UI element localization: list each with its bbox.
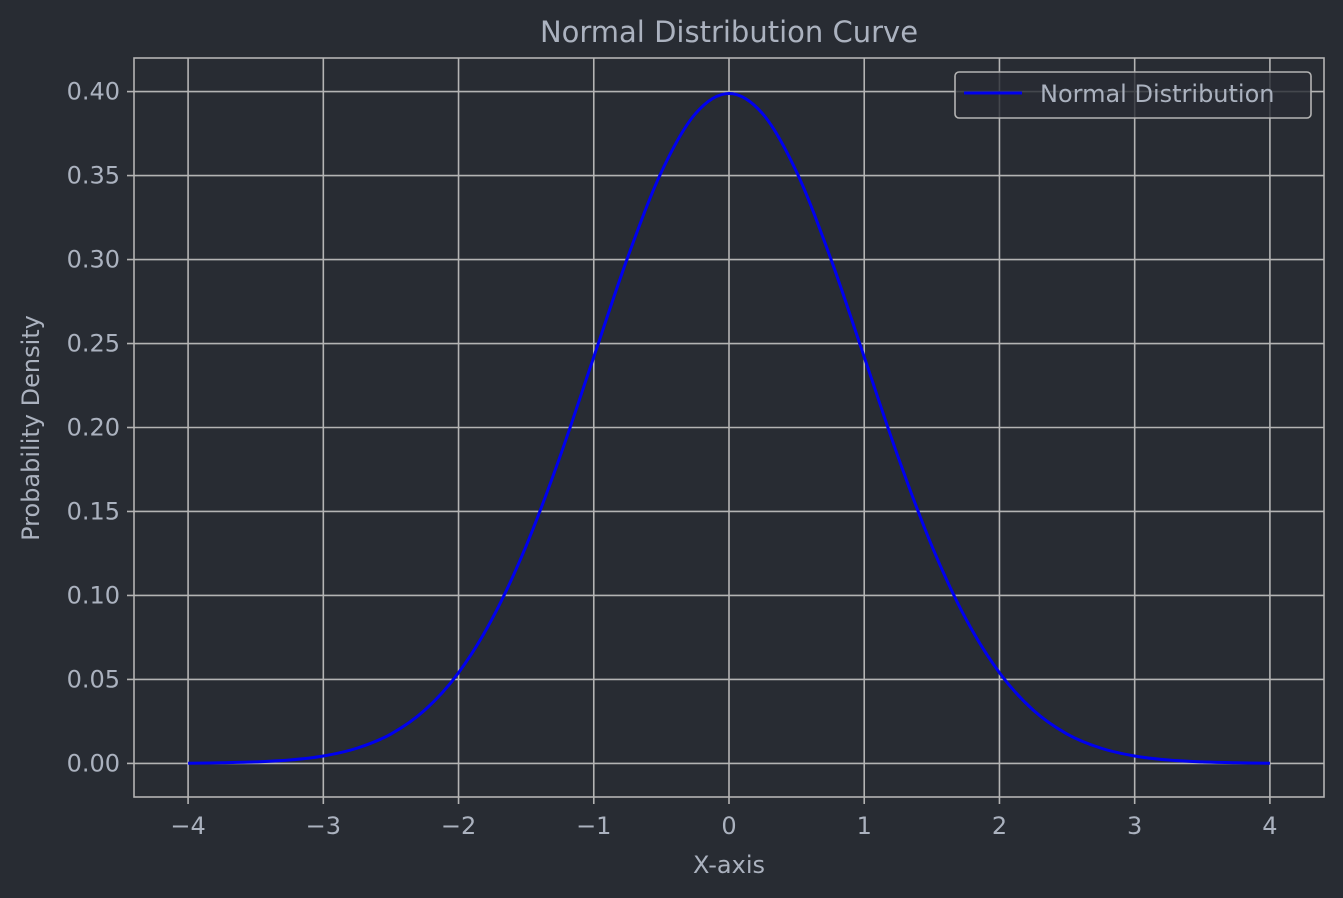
y-tick-label: 0.00 — [67, 749, 120, 777]
x-tick-label: −1 — [576, 812, 611, 840]
y-tick-label: 0.25 — [67, 330, 120, 358]
legend-label: Normal Distribution — [1040, 80, 1274, 108]
y-tick-label: 0.35 — [67, 162, 120, 190]
legend: Normal Distribution — [954, 71, 1312, 119]
x-tick-label: 0 — [721, 812, 736, 840]
legend-box — [954, 71, 1312, 119]
x-axis-label: X-axis — [693, 851, 765, 879]
x-tick-label: 4 — [1262, 812, 1277, 840]
x-tick-label: 1 — [857, 812, 872, 840]
series-line-normal-distribution — [188, 91, 1270, 765]
x-tick-label: 3 — [1127, 812, 1142, 840]
ticks: −4 −3 −2 −1 0 1 2 3 4 0.00 0.05 0.10 0.15 0.20 0.25 0.3… — [67, 78, 1278, 840]
series-layer — [188, 91, 1270, 765]
y-axis-label: Probability Density — [17, 315, 45, 541]
y-tick-label: 0.30 — [67, 246, 120, 274]
x-tick-label: −4 — [170, 812, 205, 840]
y-tick-label: 0.15 — [67, 497, 120, 525]
y-tick-label: 0.10 — [67, 581, 120, 609]
x-tick-label: 2 — [992, 812, 1007, 840]
plot-frame — [133, 57, 1325, 798]
y-tick-label: 0.40 — [67, 78, 120, 106]
y-tick-label: 0.05 — [67, 665, 120, 693]
x-tick-label: −2 — [441, 812, 476, 840]
chart-title: Normal Distribution Curve — [540, 15, 918, 49]
x-tick-label: −3 — [306, 812, 341, 840]
grid — [134, 58, 1324, 797]
y-tick-label: 0.20 — [67, 414, 120, 442]
